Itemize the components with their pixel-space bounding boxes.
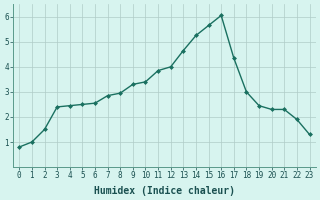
X-axis label: Humidex (Indice chaleur): Humidex (Indice chaleur) <box>94 186 235 196</box>
